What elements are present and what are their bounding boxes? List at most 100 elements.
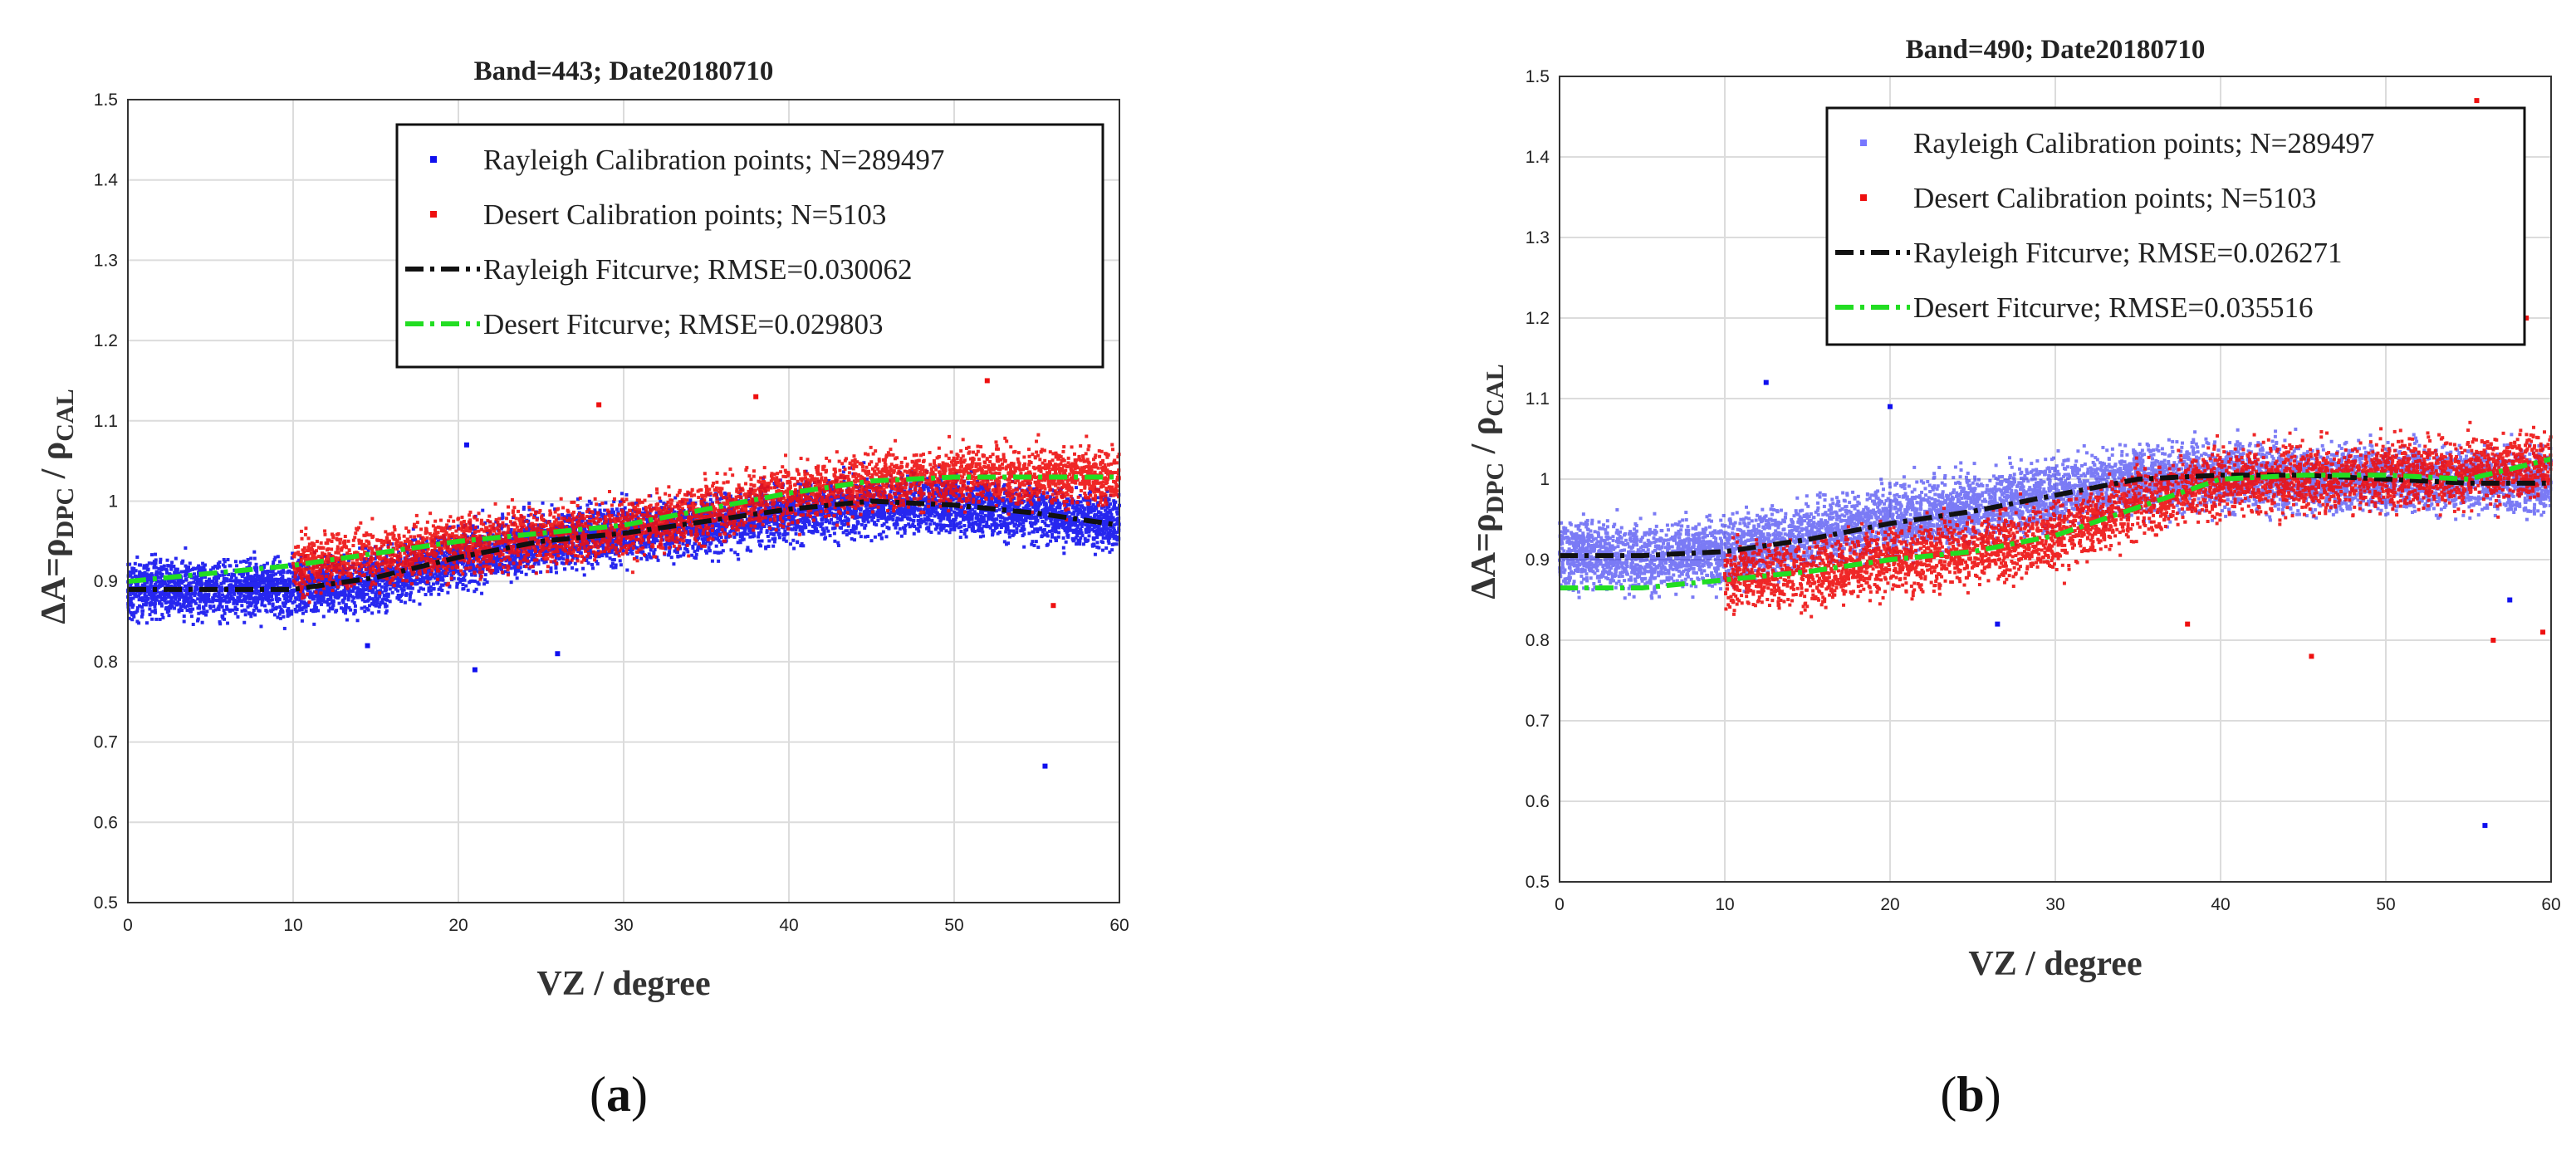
scatter-point [153, 602, 157, 606]
scatter-point [786, 525, 790, 529]
scatter-point [669, 556, 673, 560]
scatter-point [608, 556, 612, 560]
scatter-point [152, 565, 156, 570]
scatter-point [1002, 523, 1006, 527]
scatter-point [330, 586, 334, 590]
scatter-point [575, 568, 579, 572]
scatter-point [687, 532, 691, 536]
scatter-point [201, 561, 205, 565]
scatter-point [729, 548, 733, 552]
scatter-point [355, 586, 360, 590]
scatter-point [980, 526, 984, 531]
scatter-point [703, 536, 707, 541]
scatter-point [969, 470, 973, 474]
scatter-point [1015, 530, 1019, 534]
scatter-point [191, 607, 195, 611]
scatter-point [315, 592, 319, 596]
scatter-point [154, 572, 159, 576]
scatter-point [236, 614, 240, 619]
scatter-point [503, 570, 507, 574]
scatter-point [963, 517, 967, 521]
scatter-point [1115, 516, 1119, 521]
scatter-point [230, 587, 234, 591]
scatter-point [1012, 524, 1016, 528]
scatter-point [849, 509, 853, 513]
scatter-point [238, 580, 242, 585]
scatter-point [130, 566, 135, 570]
scatter-point [476, 580, 480, 585]
scatter-point [756, 522, 760, 526]
scatter-point [904, 512, 908, 516]
scatter-point [1101, 536, 1105, 540]
scatter-point [1041, 530, 1045, 534]
scatter-point [352, 600, 356, 605]
scatter-point [581, 566, 585, 570]
scatter-point [154, 552, 158, 556]
scatter-point [291, 551, 295, 556]
scatter-point [150, 609, 154, 614]
scatter-point [220, 605, 224, 609]
scatter-point [912, 531, 916, 536]
scatter-point [440, 549, 444, 553]
scatter-point [236, 591, 240, 595]
scatter-point [384, 609, 389, 613]
scatter-point [840, 495, 845, 499]
scatter-point [282, 614, 286, 619]
scatter-point [746, 532, 750, 536]
scatter-point [971, 525, 975, 529]
scatter-point [223, 611, 227, 615]
scatter-point [289, 570, 293, 575]
scatter-point [1100, 548, 1104, 552]
scatter-point [615, 536, 619, 541]
scatter-point [380, 560, 384, 564]
scatter-point [1021, 528, 1025, 532]
scatter-point [378, 603, 382, 607]
scatter-point [336, 593, 340, 597]
scatter-point [179, 578, 183, 582]
scatter-point [1100, 520, 1104, 524]
scatter-point [160, 592, 164, 596]
scatter-point [740, 534, 744, 538]
scatter-point [1071, 502, 1075, 507]
scatter-point [748, 535, 752, 539]
scatter-point [1096, 496, 1100, 500]
scatter-point [733, 551, 737, 555]
scatter-point [395, 577, 399, 581]
scatter-point [954, 497, 958, 501]
scatter-point [898, 511, 902, 515]
scatter-point [148, 607, 152, 611]
scatter-point [509, 530, 513, 534]
scatter-point [1043, 521, 1047, 525]
scatter-point [988, 526, 992, 530]
scatter-point [554, 566, 558, 570]
scatter-point [801, 521, 805, 525]
scatter-point [1076, 512, 1080, 516]
scatter-point [269, 573, 273, 577]
scatter-point [520, 570, 524, 575]
scatter-point [149, 572, 154, 576]
scatter-point [175, 567, 179, 571]
scatter-point [796, 541, 800, 545]
scatter-point [232, 590, 236, 594]
scatter-point [433, 576, 437, 580]
scatter-point [1106, 510, 1110, 514]
scatter-point [446, 571, 450, 575]
scatter-point [277, 592, 281, 596]
scatter-point [227, 590, 231, 594]
scatter-point [185, 604, 189, 608]
scatter-point [720, 542, 724, 546]
scatter-point [852, 524, 856, 528]
scatter-point [135, 555, 140, 559]
scatter-point [368, 569, 372, 573]
scatter-point [1114, 522, 1119, 526]
scatter-point [316, 597, 320, 601]
scatter-point [841, 523, 845, 527]
scatter-point [363, 560, 367, 564]
scatter-point [464, 584, 468, 588]
scatter-point [154, 598, 159, 602]
scatter-point [268, 579, 272, 583]
scatter-point [375, 570, 380, 575]
scatter-point [864, 504, 868, 508]
scatter-point [542, 560, 546, 565]
